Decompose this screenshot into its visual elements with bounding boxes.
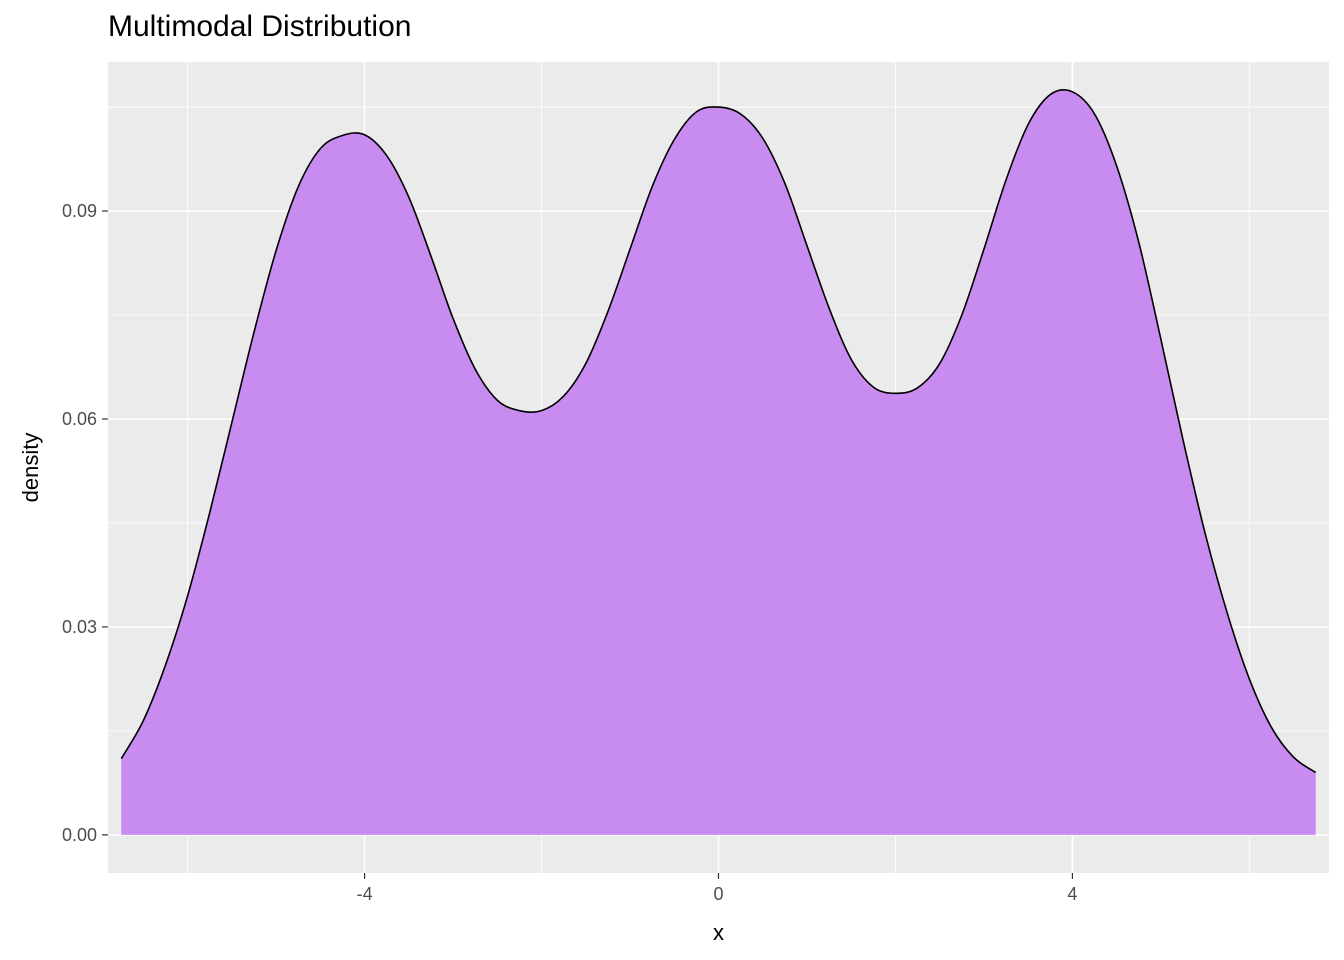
chart-title: Multimodal Distribution (108, 10, 412, 43)
y-tick-label: 0.06 (62, 409, 97, 429)
y-tick-label: 0.09 (62, 201, 97, 221)
x-tick-label: -4 (357, 884, 373, 904)
y-axis-title: density (18, 433, 43, 503)
y-tick-label: 0.00 (62, 825, 97, 845)
density-area (121, 89, 1316, 835)
x-tick-label: 0 (713, 884, 723, 904)
axis-ticks (102, 210, 1074, 879)
tick-labels: -4 0 4 0.00 0.03 0.06 0.09 (62, 201, 1077, 904)
x-axis-title: x (713, 920, 724, 945)
x-tick-label: 4 (1067, 884, 1077, 904)
y-tick-label: 0.03 (62, 617, 97, 637)
density-line (120, 89, 1317, 774)
